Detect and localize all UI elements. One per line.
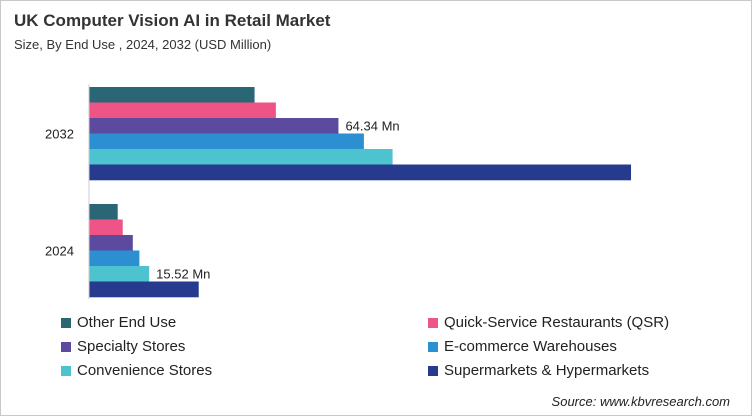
legend-swatch: [428, 365, 438, 376]
legend-label: E-commerce Warehouses: [444, 338, 617, 355]
bar-2024-1: [89, 219, 123, 236]
bar-2032-2: [89, 118, 339, 134]
legend-item: Convenience Stores: [61, 362, 212, 379]
bar-2024-3: [89, 250, 140, 267]
bar-2024-0: [89, 204, 118, 220]
chart-subtitle: Size, By End Use , 2024, 2032 (USD Milli…: [14, 37, 272, 52]
legend-swatch: [428, 341, 438, 352]
category-label-2032: 2032: [45, 127, 74, 142]
data-label: 64.34 Mn: [345, 119, 399, 134]
bar-2024-2: [89, 235, 133, 251]
bar-2032-3: [89, 133, 364, 150]
source-note: Source: www.kbvresearch.com: [551, 394, 730, 409]
bar-2032-5: [89, 164, 632, 181]
legend-swatch: [61, 341, 71, 352]
bar-2024-5: [89, 281, 199, 298]
bar-2032-0: [89, 87, 255, 103]
category-label-2024: 2024: [45, 244, 74, 259]
legend-item: Specialty Stores: [61, 338, 185, 355]
legend-swatch: [61, 365, 71, 376]
legend-swatch: [428, 317, 438, 328]
legend-label: Supermarkets & Hypermarkets: [444, 362, 650, 379]
legend-label: Convenience Stores: [77, 362, 213, 379]
legend-swatch: [61, 317, 71, 328]
legend-label: Quick-Service Restaurants (QSR): [444, 314, 670, 331]
bar-2032-4: [89, 149, 393, 165]
bar-2032-1: [89, 102, 276, 119]
chart-title: UK Computer Vision AI in Retail Market: [14, 11, 331, 30]
bar-2024-4: [89, 266, 150, 282]
legend-item: Quick-Service Restaurants (QSR): [428, 314, 669, 331]
legend-item: Other End Use: [61, 314, 176, 331]
legend-item: Supermarkets & Hypermarkets: [428, 362, 649, 379]
legend-item: E-commerce Warehouses: [428, 338, 617, 355]
legend-label: Specialty Stores: [77, 338, 186, 355]
data-label: 15.52 Mn: [156, 267, 210, 282]
legend-label: Other End Use: [77, 314, 177, 331]
